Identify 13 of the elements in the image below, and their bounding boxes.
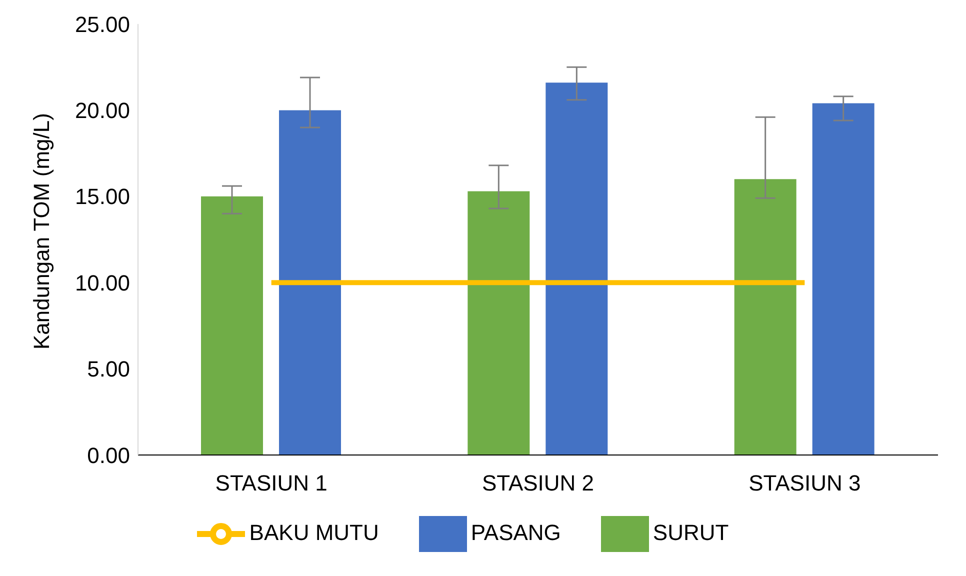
x-tick-label: STASIUN 2 (482, 470, 594, 496)
y-tick-label: 25.00 (74, 12, 130, 37)
y-tick-label: 0.00 (87, 442, 130, 468)
y-axis-title: Kandungan TOM (mg/L) (28, 113, 54, 350)
x-tick-label: STASIUN 3 (748, 470, 861, 496)
y-tick-label: 20.00 (74, 98, 130, 124)
y-tick-label: 10.00 (74, 270, 130, 296)
legend-label: SURUT (652, 520, 729, 545)
y-tick-label: 15.00 (74, 184, 130, 210)
x-tick-label: STASIUN 1 (215, 470, 328, 496)
legend-label: BAKU MUTU (249, 520, 379, 545)
legend-label: PASANG (470, 520, 561, 545)
y-tick-label: 5.00 (87, 356, 130, 382)
